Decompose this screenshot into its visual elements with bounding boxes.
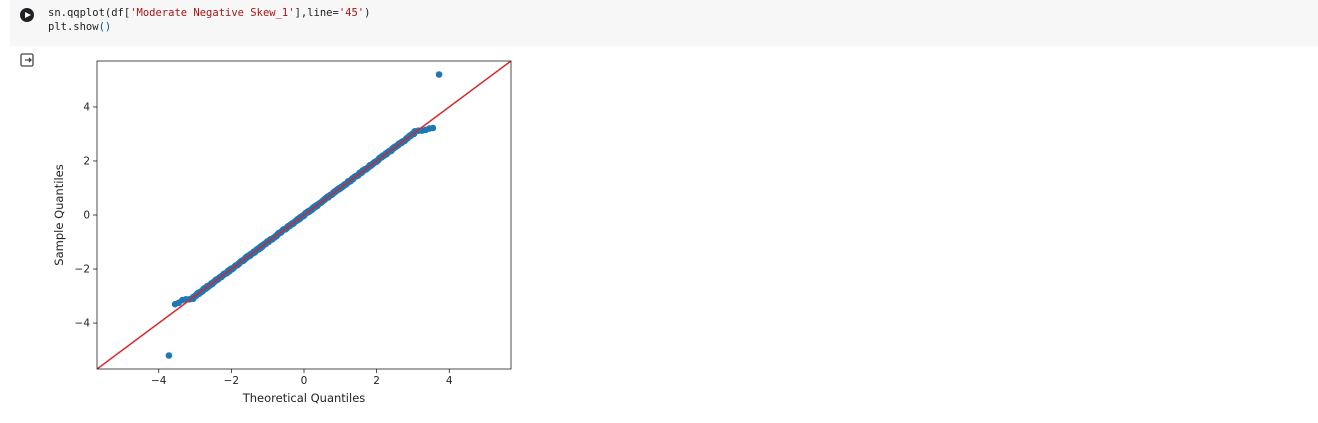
code-editor[interactable]: sn.qqplot(df['Moderate Negative Skew_1']…: [48, 6, 370, 34]
x-tick-label: −2: [224, 375, 239, 387]
code-text: ): [364, 7, 370, 19]
code-text: ],line=: [295, 7, 339, 19]
data-point: [436, 71, 443, 78]
y-axis-label: Sample Quantiles: [52, 164, 66, 265]
data-point: [430, 125, 437, 132]
reference-line-45: [97, 61, 511, 369]
code-call: (): [99, 21, 112, 33]
code-string: 'Moderate Negative Skew_1': [130, 7, 294, 19]
code-string: '45': [339, 7, 364, 19]
x-tick-label: 2: [373, 375, 380, 387]
x-tick-label: 0: [301, 375, 308, 387]
code-text: sn.qqplot(df[: [48, 7, 130, 19]
run-cell-button[interactable]: [20, 8, 34, 22]
data-point: [166, 352, 173, 359]
y-tick-label: 4: [83, 101, 90, 113]
y-tick-label: 0: [83, 210, 90, 222]
y-tick-label: −2: [75, 264, 90, 276]
code-text: plt.show: [48, 21, 99, 33]
y-tick-label: 2: [83, 155, 90, 167]
x-axis-label: Theoretical Quantiles: [242, 391, 366, 405]
x-tick-label: −4: [151, 375, 167, 387]
y-tick-label: −4: [75, 318, 91, 330]
qq-plot: −4 −4 −2 −2 0 0 2 2 4 4 Theoretical Quantiles Sampl…: [0, 43, 560, 423]
x-tick-label: 4: [446, 375, 453, 387]
